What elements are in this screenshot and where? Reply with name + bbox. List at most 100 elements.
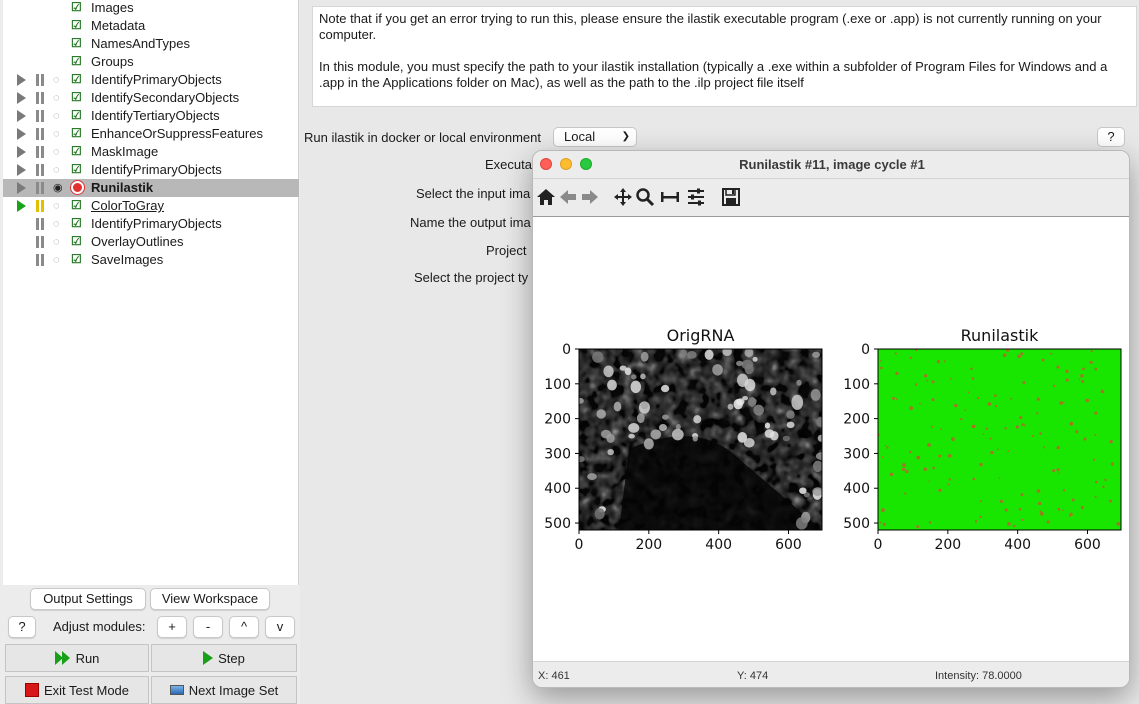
eye-icon[interactable]: ◌ (53, 218, 60, 230)
run-to-module-icon[interactable] (17, 146, 26, 158)
run-button[interactable]: Run (5, 644, 149, 672)
input-module-row[interactable]: ☑ Metadata (3, 17, 299, 35)
run-to-module-icon[interactable] (17, 128, 26, 140)
pause-icon[interactable] (35, 146, 45, 158)
eye-icon[interactable]: ◌ (53, 128, 60, 140)
pause-icon[interactable] (35, 110, 45, 122)
run-to-module-icon[interactable] (17, 110, 26, 122)
forward-icon[interactable] (580, 187, 600, 207)
output-settings-button[interactable]: Output Settings (30, 588, 146, 610)
pause-icon[interactable] (35, 254, 45, 266)
module-help-note: Note that if you get an error trying to … (312, 6, 1137, 107)
module-row[interactable]: ◌ ☑ IdentifyTertiaryObjects (3, 107, 299, 125)
minimize-window-button[interactable] (560, 158, 572, 170)
eye-icon[interactable]: ◌ (53, 92, 60, 104)
input-module-row[interactable]: ☑ Groups (3, 53, 299, 71)
window-titlebar[interactable]: Runilastik #11, image cycle #1 (533, 151, 1129, 179)
image-set-icon (169, 685, 184, 695)
module-name: IdentifyPrimaryObjects (91, 72, 222, 87)
help-button[interactable]: ? (8, 616, 36, 638)
run-to-module-icon[interactable] (17, 74, 26, 86)
module-row[interactable]: ◌ ☑ SaveImages (3, 251, 299, 269)
module-row[interactable]: ◌ ☑ IdentifyPrimaryObjects (3, 161, 299, 179)
module-row[interactable]: ◌ ☑ OverlayOutlines (3, 233, 299, 251)
step-label: Step (218, 650, 245, 666)
close-window-button[interactable] (540, 158, 552, 170)
error-icon[interactable] (71, 181, 84, 194)
input-module-row[interactable]: ☑ NamesAndTypes (3, 35, 299, 53)
module-name: IdentifyPrimaryObjects (91, 216, 222, 231)
eye-icon[interactable]: ◌ (53, 236, 60, 248)
exit-test-mode-button[interactable]: Exit Test Mode (5, 676, 149, 704)
enabled-check-icon[interactable]: ☑ (71, 90, 82, 104)
module-row[interactable]: ◉ Runilastik (3, 179, 299, 197)
input-module-row[interactable]: ☑ Images (3, 0, 299, 17)
y-tick-label: 400 (544, 481, 571, 497)
remove-module-button[interactable]: - (193, 616, 223, 638)
save-icon[interactable] (721, 187, 741, 207)
module-row[interactable]: ◌ ☑ ColorToGray (3, 197, 299, 215)
move-up-button[interactable]: ^ (229, 616, 259, 638)
enabled-check-icon[interactable]: ☑ (71, 18, 82, 32)
home-icon[interactable] (536, 187, 556, 207)
subplots-icon[interactable] (660, 187, 680, 207)
enabled-check-icon[interactable]: ☑ (71, 198, 82, 212)
run-to-module-icon[interactable] (17, 92, 26, 104)
pause-icon[interactable] (35, 236, 45, 248)
add-module-button[interactable]: + (157, 616, 187, 638)
eye-icon[interactable]: ◌ (53, 146, 60, 158)
eye-icon[interactable]: ◌ (53, 110, 60, 122)
eye-icon[interactable]: ◌ (53, 74, 60, 86)
run-to-module-icon[interactable] (17, 182, 26, 194)
module-row[interactable]: ◌ ☑ IdentifyPrimaryObjects (3, 215, 299, 233)
pause-icon[interactable] (35, 218, 45, 230)
module-row[interactable]: ◌ ☑ EnhanceOrSuppressFeatures (3, 125, 299, 143)
eye-icon[interactable]: ◌ (53, 200, 60, 212)
configure-icon[interactable] (686, 187, 706, 207)
enabled-check-icon[interactable]: ☑ (71, 144, 82, 158)
pause-icon[interactable] (35, 200, 45, 212)
enabled-check-icon[interactable]: ☑ (71, 126, 82, 140)
pause-icon[interactable] (35, 74, 45, 86)
pan-icon[interactable] (613, 187, 633, 207)
environment-select[interactable]: Local ❯ (553, 127, 637, 147)
view-workspace-button[interactable]: View Workspace (150, 588, 270, 610)
module-name: EnhanceOrSuppressFeatures (91, 126, 263, 141)
enabled-check-icon[interactable]: ☑ (71, 108, 82, 122)
subplot-title: OrigRNA (667, 326, 735, 345)
enabled-check-icon[interactable]: ☑ (71, 72, 82, 86)
enabled-check-icon[interactable]: ☑ (71, 54, 82, 68)
next-image-set-button[interactable]: Next Image Set (151, 676, 297, 704)
enabled-check-icon[interactable]: ☑ (71, 216, 82, 230)
run-to-module-icon[interactable] (17, 164, 26, 176)
setting-help-button[interactable]: ? (1097, 127, 1125, 147)
enabled-check-icon[interactable]: ☑ (71, 0, 82, 14)
enabled-check-icon[interactable]: ☑ (71, 234, 82, 248)
x-tick-label: 0 (575, 537, 584, 553)
pipeline-list[interactable]: ☑ Images ☑ Metadata ☑ NamesAndTypes ☑ Groups ◌ ☑ I… (3, 0, 299, 585)
step-button[interactable]: Step (151, 644, 297, 672)
enabled-check-icon[interactable]: ☑ (71, 252, 82, 266)
plot-canvas[interactable]: OrigRNA 0 200 400 600 0 100 200 300 400 500 Runila… (533, 218, 1129, 661)
eye-icon[interactable]: ◌ (53, 254, 60, 266)
back-icon[interactable] (558, 187, 578, 207)
module-row[interactable]: ◌ ☑ IdentifySecondaryObjects (3, 89, 299, 107)
pause-icon[interactable] (35, 164, 45, 176)
run-to-module-icon[interactable] (17, 200, 26, 212)
module-row[interactable]: ◌ ☑ MaskImage (3, 143, 299, 161)
maximize-window-button[interactable] (580, 158, 592, 170)
pause-icon[interactable] (35, 128, 45, 140)
module-row[interactable]: ◌ ☑ IdentifyPrimaryObjects (3, 71, 299, 89)
enabled-check-icon[interactable]: ☑ (71, 36, 82, 50)
y-tick-label: 500 (843, 516, 870, 532)
eye-icon[interactable]: ◉ (53, 182, 63, 194)
figure-toolbar (533, 179, 1129, 217)
figure-window: Runilastik #11, image cycle #1 (532, 150, 1130, 688)
eye-icon[interactable]: ◌ (53, 164, 60, 176)
pause-icon[interactable] (35, 92, 45, 104)
enabled-check-icon[interactable]: ☑ (71, 162, 82, 176)
pause-icon[interactable] (35, 182, 45, 194)
zoom-icon[interactable] (635, 187, 655, 207)
move-down-button[interactable]: v (265, 616, 295, 638)
note-paragraph: In this module, you must specify the pat… (319, 59, 1108, 90)
